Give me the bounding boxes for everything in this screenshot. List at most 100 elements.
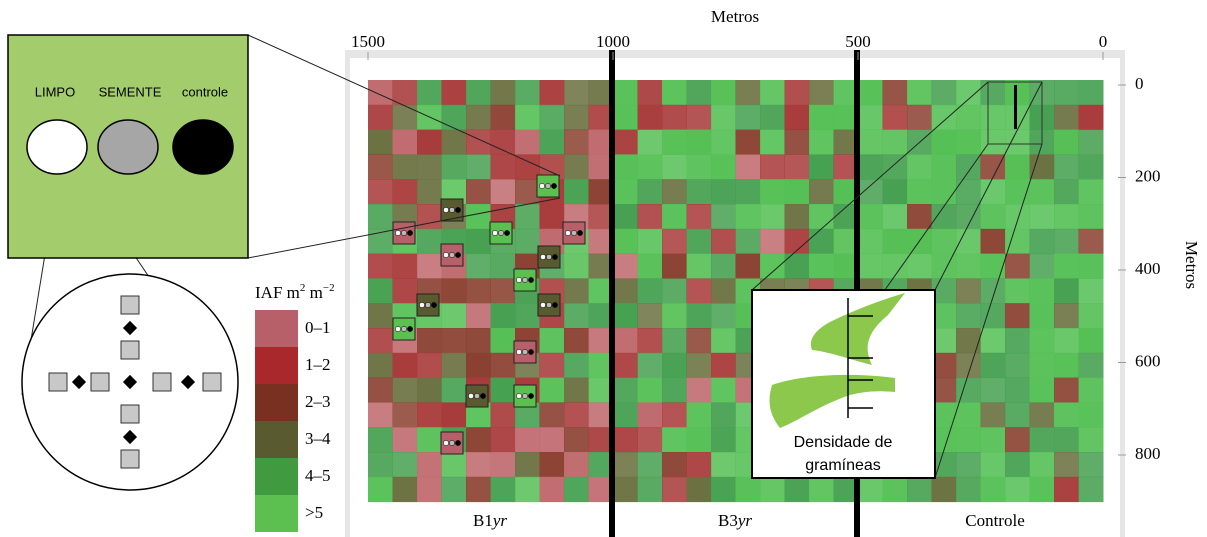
heatmap-cell (515, 427, 540, 453)
marker-dot (528, 393, 534, 399)
heatmap-cell (662, 154, 687, 180)
heatmap-cell (735, 204, 761, 230)
heatmap-cell (564, 179, 589, 205)
heatmap-cell (1029, 452, 1055, 478)
heatmap-cell (368, 328, 393, 354)
plot-layout-items (48, 295, 222, 469)
heatmap-cell (760, 476, 785, 503)
heatmap-cell (466, 278, 491, 304)
heatmap-cell (515, 80, 540, 106)
heatmap-cell (441, 377, 467, 403)
heatmap-cell (1078, 278, 1104, 304)
heatmap-cell (956, 80, 981, 106)
heatmap-cell (980, 179, 1006, 205)
heatmap-cell (515, 452, 540, 478)
heatmap-cell (368, 402, 393, 428)
heatmap-cell (1078, 377, 1104, 403)
heatmap-cell (466, 352, 491, 379)
heatmap-cell (490, 179, 516, 205)
heatmap-cell (760, 253, 785, 279)
heatmap-cell (735, 80, 761, 106)
heatmap-cell (1005, 104, 1030, 131)
heatmap (368, 80, 1104, 503)
heatmap-cell (711, 228, 736, 255)
heatmap-cell (466, 303, 491, 329)
y-tick-label: 400 (1135, 259, 1161, 278)
heatmap-cell (956, 303, 981, 329)
heatmap-cell (441, 303, 467, 329)
x-axis-title: Metros (711, 7, 759, 26)
heatmap-cell (1054, 228, 1079, 255)
heatmap-cell (711, 452, 736, 478)
heatmap-cell (1078, 476, 1104, 503)
heatmap-cell (1078, 402, 1104, 428)
heatmap-cell (662, 303, 687, 329)
heatmap-cell (662, 129, 687, 155)
marker-dot (401, 230, 407, 236)
marker-dot (449, 440, 455, 446)
heatmap-cell (809, 228, 834, 255)
heatmap-cell (539, 377, 565, 403)
heatmap-cell (392, 129, 418, 155)
heatmap-cell (613, 80, 638, 106)
heatmap-cell (1078, 352, 1104, 379)
heatmap-cell (490, 476, 516, 503)
subplot-square (202, 372, 222, 392)
region-labels: B1yr B3yr Controle (473, 511, 1025, 530)
y-tick-label: 800 (1135, 444, 1161, 463)
legend-label: 4–5 (305, 466, 331, 485)
heatmap-cell (613, 228, 638, 255)
heatmap-cell (858, 228, 883, 255)
heatmap-cell (662, 452, 687, 478)
heatmap-cell (466, 328, 491, 354)
heatmap-cell (1029, 253, 1055, 279)
heatmap-cell (686, 129, 712, 155)
heatmap-cell (1005, 452, 1030, 478)
heatmap-cell (564, 402, 589, 428)
heatmap-cell (417, 328, 442, 354)
heatmap-cell (956, 253, 981, 279)
heatmap-cell (662, 204, 687, 230)
heatmap-cell (686, 377, 712, 403)
marker-dot (539, 183, 545, 189)
heatmap-cell (882, 253, 908, 279)
legend-swatch (255, 310, 298, 347)
heatmap-cell (760, 204, 785, 230)
heatmap-cell (931, 204, 957, 230)
heatmap-cell (686, 154, 712, 180)
y-tick-label: 200 (1135, 166, 1161, 185)
heatmap-cell (613, 427, 638, 453)
heatmap-cell (1029, 154, 1055, 180)
region-name: B3 (718, 511, 738, 530)
legend-label: 0–1 (305, 318, 331, 337)
heatmap-cell (711, 129, 736, 155)
heatmap-cell (980, 452, 1006, 478)
heatmap-cell (686, 278, 712, 304)
heatmap-cell (980, 228, 1006, 255)
heatmap-cell (392, 179, 418, 205)
marker-dot (528, 277, 534, 283)
heatmap-cell (1029, 476, 1055, 503)
x-tick-label: 1000 (596, 32, 630, 51)
heatmap-cell (490, 80, 516, 106)
heatmap-cell (1078, 104, 1104, 131)
heatmap-cell (711, 476, 736, 503)
region-suffix: yr (736, 511, 753, 530)
heatmap-cell (711, 104, 736, 131)
heatmap-cell (392, 402, 418, 428)
marker-dot (545, 183, 551, 189)
heatmap-cell (686, 204, 712, 230)
subplot-square (120, 449, 140, 469)
heatmap-cell (417, 402, 442, 428)
heatmap-cell (490, 402, 516, 428)
legend-sup: 2 (300, 282, 306, 294)
heatmap-cell (539, 452, 565, 478)
marker-dot (455, 252, 461, 258)
heatmap-cell (1005, 253, 1030, 279)
heatmap-cell (760, 179, 785, 205)
heatmap-cell (662, 80, 687, 106)
heatmap-cell (686, 104, 712, 131)
heatmap-cell (466, 179, 491, 205)
heatmap-cell (980, 352, 1006, 379)
heatmap-cell (368, 476, 393, 503)
